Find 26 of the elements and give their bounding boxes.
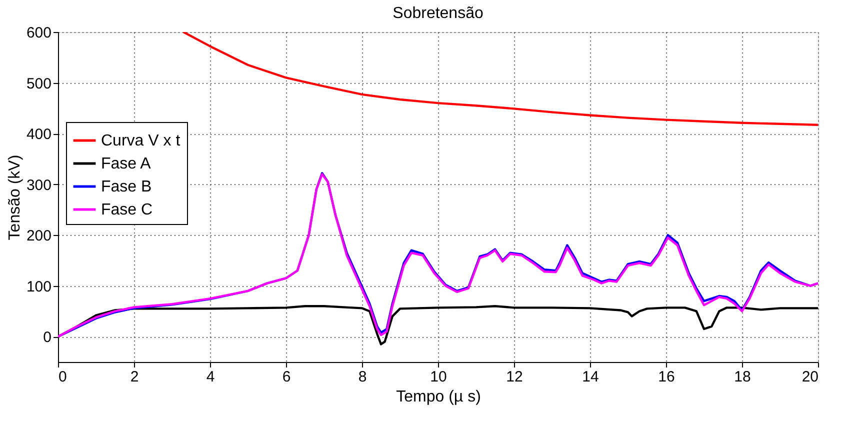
- y-tick-label: 200: [26, 228, 52, 245]
- legend-label: Fase C: [101, 202, 153, 218]
- x-tick-label: 18: [734, 368, 751, 386]
- x-tick-label: 0: [58, 368, 67, 386]
- legend-label: Fase B: [101, 178, 152, 196]
- y-tick-label: 500: [26, 75, 52, 92]
- x-tick-label: 20: [802, 368, 818, 386]
- legend-label: Curva V x t: [101, 132, 181, 150]
- y-axis-title: Tensão (kV): [6, 154, 24, 240]
- y-tick-label: 100: [26, 278, 52, 296]
- x-axis-title: Tempo (µ s): [396, 388, 481, 406]
- chart-title: Sobretensão: [392, 5, 484, 22]
- line-series: [182, 32, 818, 126]
- x-tick-label: 12: [506, 368, 523, 386]
- x-tick-label: 16: [658, 368, 675, 386]
- x-tick-label: 2: [130, 368, 139, 386]
- x-tick-label: 14: [582, 368, 599, 386]
- y-tick-label: 0: [43, 329, 52, 346]
- y-tick-label: 600: [26, 24, 52, 42]
- x-tick-label: 6: [282, 368, 291, 386]
- y-tick-label: 400: [26, 126, 52, 144]
- x-tick-label: 8: [358, 368, 367, 386]
- x-tick-label: 4: [206, 368, 215, 386]
- x-tick-label: 10: [430, 368, 447, 386]
- y-tick-label: 300: [26, 176, 52, 194]
- legend-label: Fase A: [101, 156, 152, 172]
